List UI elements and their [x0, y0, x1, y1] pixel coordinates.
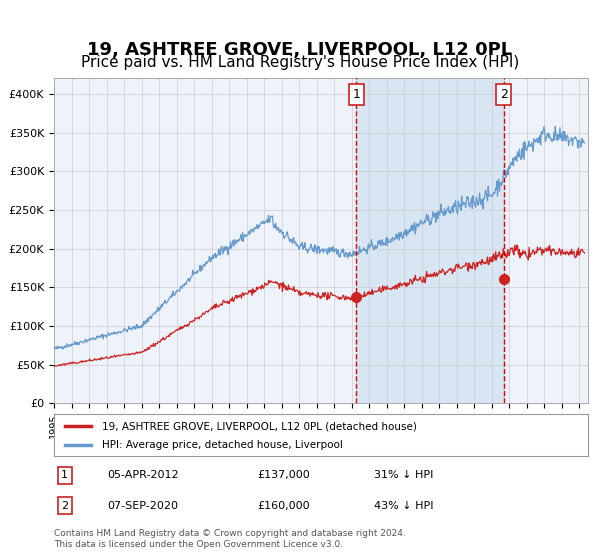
Text: £137,000: £137,000 [257, 470, 310, 480]
Text: £160,000: £160,000 [257, 501, 310, 511]
Text: 1: 1 [352, 88, 361, 101]
Bar [356, 78, 503, 403]
Text: 2: 2 [61, 501, 68, 511]
Text: 1: 1 [61, 470, 68, 480]
Text: 19, ASHTREE GROVE, LIVERPOOL, L12 0PL (detached house): 19, ASHTREE GROVE, LIVERPOOL, L12 0PL (d… [102, 421, 417, 431]
Text: 31% ↓ HPI: 31% ↓ HPI [374, 470, 434, 480]
Text: 07-SEP-2020: 07-SEP-2020 [107, 501, 178, 511]
Text: Contains HM Land Registry data © Crown copyright and database right 2024.
This d: Contains HM Land Registry data © Crown c… [54, 529, 406, 549]
Text: 43% ↓ HPI: 43% ↓ HPI [374, 501, 434, 511]
Text: Price paid vs. HM Land Registry's House Price Index (HPI): Price paid vs. HM Land Registry's House … [81, 55, 519, 70]
Text: 05-APR-2012: 05-APR-2012 [107, 470, 179, 480]
Text: 19, ASHTREE GROVE, LIVERPOOL, L12 0PL: 19, ASHTREE GROVE, LIVERPOOL, L12 0PL [88, 41, 512, 59]
Text: HPI: Average price, detached house, Liverpool: HPI: Average price, detached house, Live… [102, 440, 343, 450]
Text: 2: 2 [500, 88, 508, 101]
